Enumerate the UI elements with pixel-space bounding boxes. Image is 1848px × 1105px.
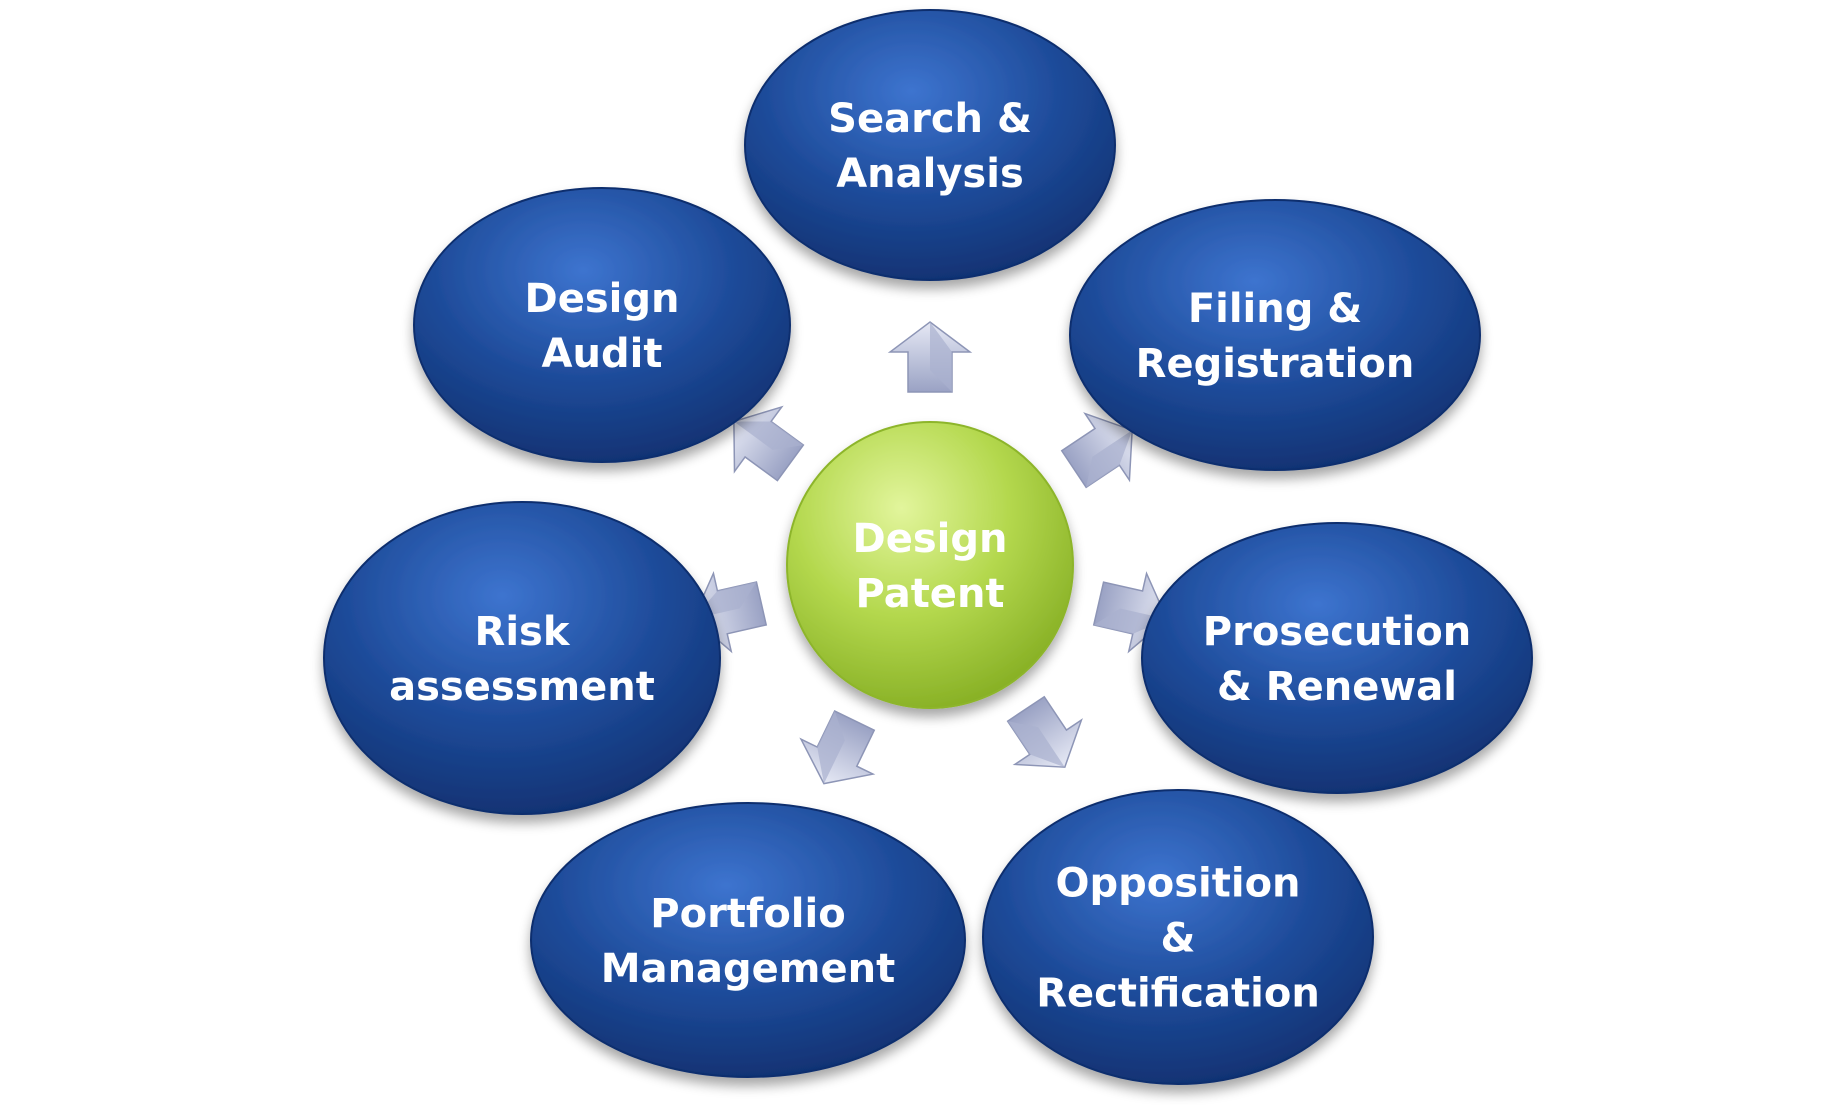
arrow-icon (1006, 695, 1083, 768)
node-label-line: Management (601, 946, 895, 992)
node-ellipse (323, 501, 721, 815)
node-prosecution-renewal: Prosecution & Renewal (1141, 522, 1533, 794)
node-design-audit: Design Audit (413, 187, 791, 463)
arrow-facet (733, 421, 804, 450)
node-label-line: Search & (828, 96, 1032, 142)
arrow-shape (1060, 412, 1133, 489)
node-ellipse (744, 9, 1116, 281)
nodes-group: Search & Analysis Filing & Registration Pros… (323, 9, 1533, 1085)
node-ellipse (413, 187, 791, 463)
arrow-shape (1006, 695, 1083, 768)
node-ellipse (982, 789, 1374, 1085)
node-portfolio-management: Portfolio Management (530, 802, 966, 1078)
center-label-line: Design (853, 516, 1008, 562)
node-label-line: assessment (389, 664, 655, 710)
node-label-line: Filing & (1188, 286, 1362, 332)
center-node: Design Patent (786, 421, 1074, 709)
node-ellipse (1069, 199, 1481, 471)
arrow-facet (817, 711, 845, 784)
arrow-facet (1086, 430, 1133, 488)
node-risk-assessment: Risk assessment (323, 501, 721, 815)
node-label-line: & Renewal (1217, 664, 1457, 710)
node-label-line: Prosecution (1203, 609, 1471, 655)
node-label-line: Risk (475, 609, 571, 655)
node-label-line: Portfolio (650, 891, 845, 937)
arrow-facet (930, 322, 952, 392)
node-label-line: Analysis (836, 151, 1024, 197)
node-label-line: Rectification (1036, 970, 1320, 1016)
arrow-facet (1007, 721, 1065, 768)
node-search-analysis: Search & Analysis (744, 9, 1116, 281)
node-label-line: & (1161, 915, 1196, 961)
arrow-icon (887, 321, 973, 393)
node-label-line: Opposition (1055, 860, 1300, 906)
node-ellipse (1141, 522, 1533, 794)
center-label-line: Patent (855, 571, 1004, 617)
node-label-line: Design (525, 276, 680, 322)
node-label-line: Audit (542, 331, 663, 377)
center-circle (786, 421, 1074, 709)
node-opposition-rectification: Opposition & Rectification (982, 789, 1374, 1085)
node-label-line: Registration (1136, 341, 1415, 387)
arrow-facet (1093, 608, 1167, 634)
arrows-group (692, 321, 1168, 785)
arrow-icon (799, 710, 876, 785)
arrow-icon (733, 405, 805, 482)
node-ellipse (530, 802, 966, 1078)
arrow-icon (1060, 412, 1133, 489)
node-filing-registration: Filing & Registration (1069, 199, 1481, 471)
